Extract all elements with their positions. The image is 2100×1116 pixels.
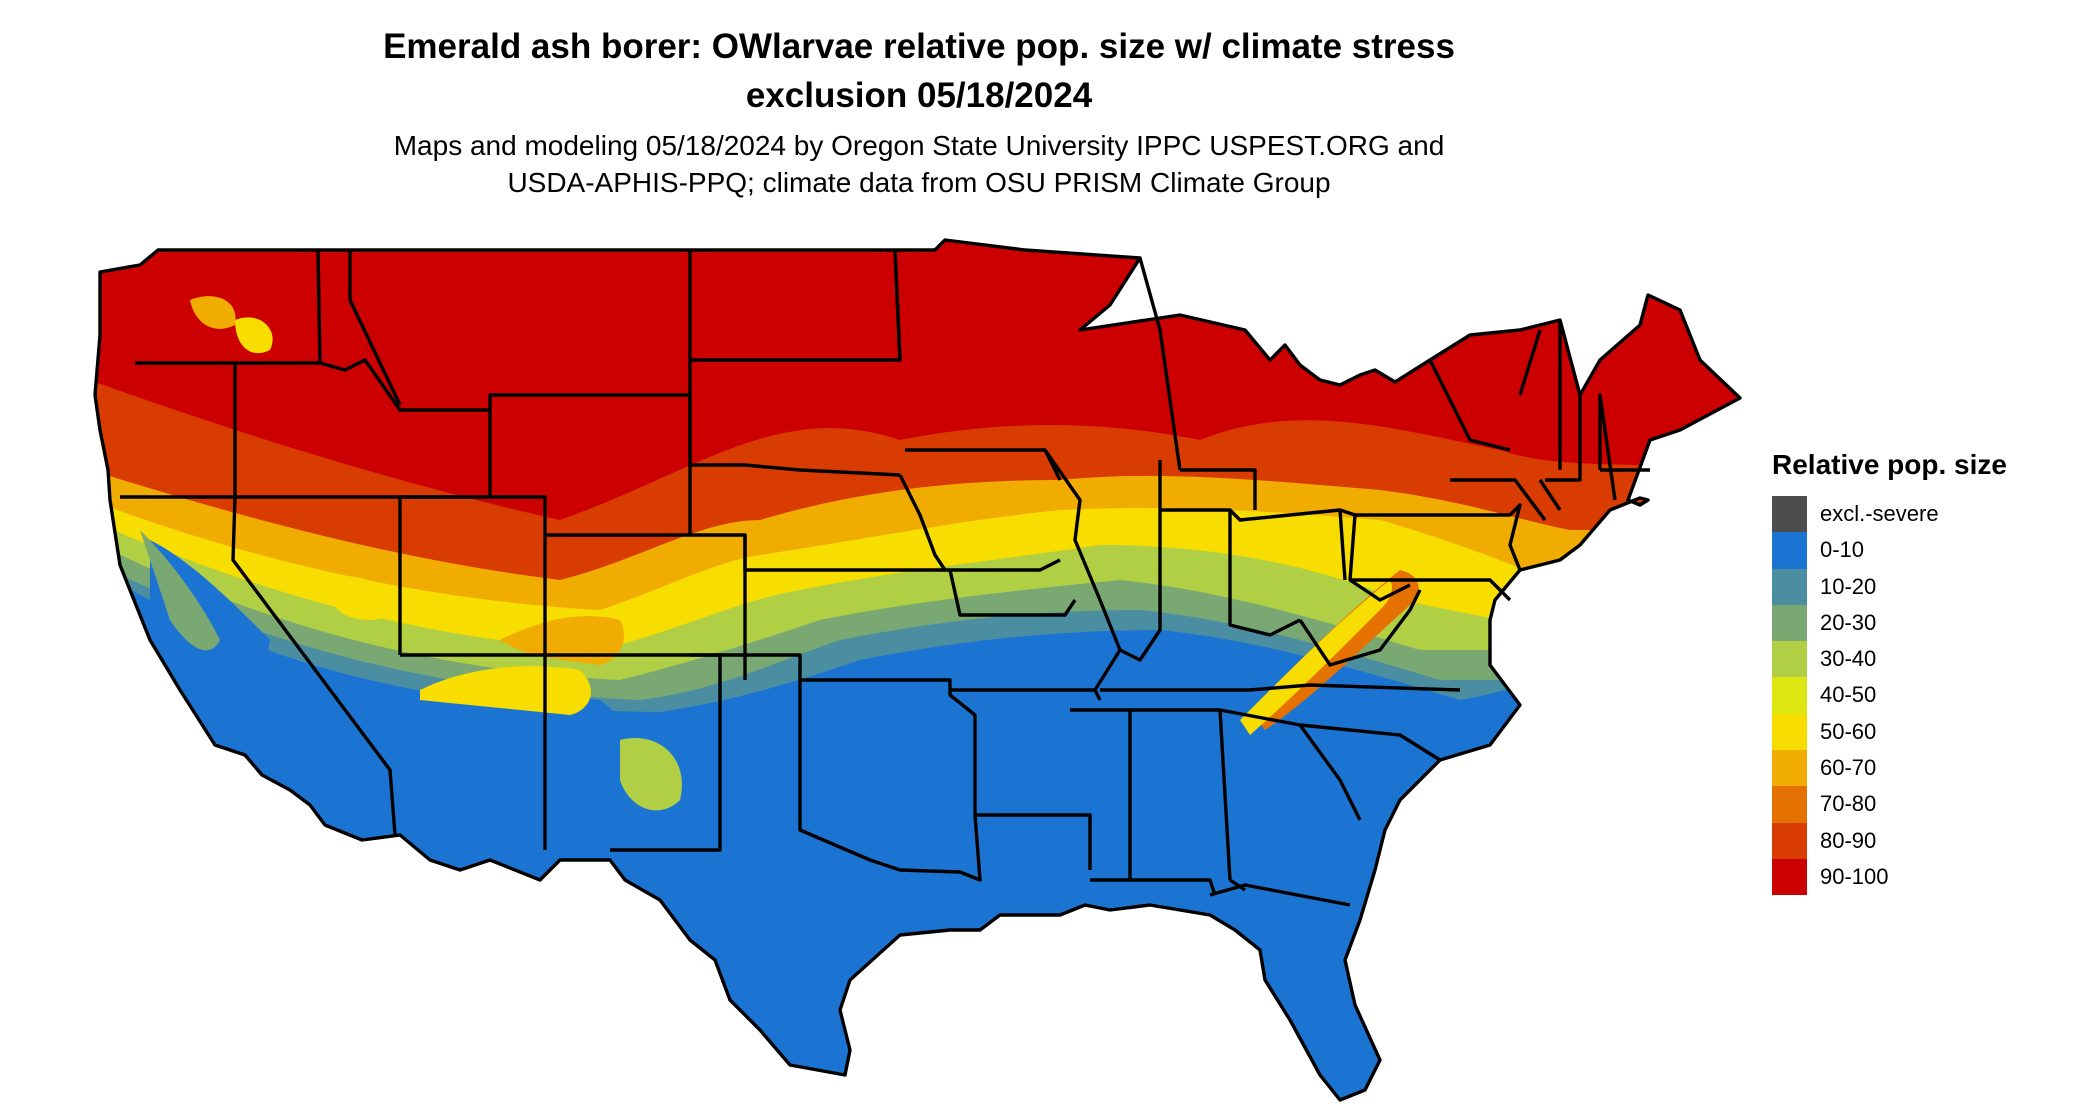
- legend-item: 60-70: [1772, 750, 2007, 787]
- legend-item: 10-20: [1772, 568, 2007, 605]
- legend-swatch: [1772, 713, 1807, 751]
- legend-label: 90-100: [1820, 863, 1889, 889]
- legend-swatch: [1772, 532, 1807, 569]
- subtitle-line-1: Maps and modeling 05/18/2024 by Oregon S…: [393, 130, 1445, 161]
- legend-label: 0-10: [1820, 537, 1865, 563]
- legend-swatch: [1772, 568, 1807, 605]
- western-mosaic: [140, 296, 682, 847]
- legend-item: 40-50: [1772, 677, 2007, 714]
- legend-item: 30-40: [1772, 641, 2007, 678]
- subtitle-line-2: USDA-APHIS-PPQ; climate data from OSU PR…: [507, 167, 1331, 198]
- legend: Relative pop. size excl.-severe 0-10 10-20…: [1772, 448, 2007, 896]
- map-subtitle: Maps and modeling 05/18/2024 by Oregon S…: [0, 127, 1838, 201]
- legend-swatch: [1772, 750, 1807, 787]
- legend-item: 0-10: [1772, 532, 2007, 569]
- map-title: Emerald ash borer: OWlarvae relative pop…: [0, 22, 1838, 120]
- legend-label: 60-70: [1820, 755, 1877, 781]
- legend-swatch: [1772, 858, 1807, 896]
- legend-item: 70-80: [1772, 786, 2007, 823]
- legend-label: 80-90: [1820, 827, 1877, 853]
- legend-item: excl.-severe: [1772, 496, 2007, 533]
- title-line-2: exclusion 05/18/2024: [745, 76, 1093, 115]
- legend-items: excl.-severe 0-10 10-20 20-30 30-40 40-50 50-6…: [1772, 496, 2007, 896]
- legend-label: 50-60: [1820, 718, 1877, 744]
- legend-item: 90-100: [1772, 858, 2007, 896]
- legend-swatch: [1772, 641, 1807, 678]
- legend-swatch: [1772, 496, 1807, 533]
- legend-item: 20-30: [1772, 604, 2007, 642]
- legend-label: 30-40: [1820, 646, 1877, 672]
- legend-title: Relative pop. size: [1772, 449, 2007, 480]
- legend-label: excl.-severe: [1820, 501, 1939, 526]
- title-line-1: Emerald ash borer: OWlarvae relative pop…: [383, 27, 1455, 66]
- legend-label: 20-30: [1820, 609, 1877, 635]
- legend-swatch: [1772, 604, 1807, 642]
- state-boundaries: [93, 238, 1742, 1102]
- legend-item: 80-90: [1772, 822, 2007, 859]
- legend-label: 10-20: [1820, 573, 1877, 599]
- legend-swatch: [1772, 677, 1807, 714]
- legend-item: 50-60: [1772, 713, 2007, 751]
- legend-swatch: [1772, 786, 1807, 823]
- legend-label: 70-80: [1820, 791, 1877, 817]
- legend-swatch: [1772, 822, 1807, 859]
- legend-label: 40-50: [1820, 682, 1877, 708]
